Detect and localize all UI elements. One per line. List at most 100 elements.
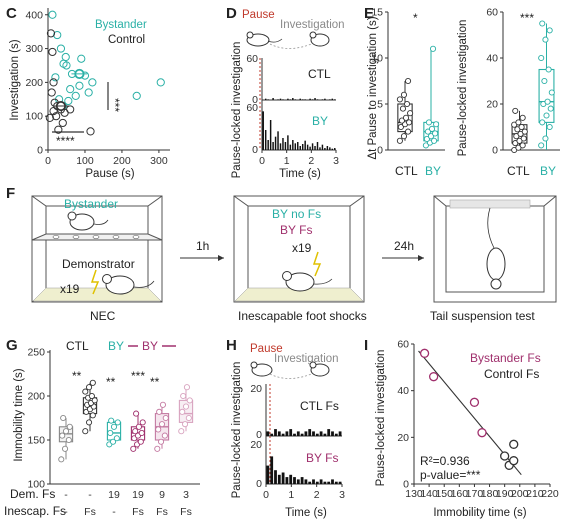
i-xtick-label: 180: [481, 488, 499, 500]
g-row2-cell-3: Fs: [132, 506, 144, 518]
d-bar-by-0: [262, 111, 264, 150]
g-boxes-3-point-5: [138, 429, 145, 437]
d-bar-by-3: [269, 120, 272, 150]
h-title-investigation: Investigation: [274, 353, 339, 365]
h-x-ticks: 0 1 2 3: [263, 484, 345, 501]
f-shock-bolt-icon-1: [90, 269, 100, 295]
e-right-group-ctl: CTL: [507, 164, 530, 178]
c-x-label: Pause (s): [85, 168, 134, 180]
c-point-ctl-0: [46, 29, 56, 38]
c-ytick-label: 200: [25, 77, 43, 89]
e-right-0-point-10: [518, 123, 525, 131]
g-row2-cell-1: Fs: [84, 506, 96, 518]
h-bar-ctl-19: [338, 431, 342, 436]
h-bar-ctl-16: [327, 429, 331, 436]
d-bar-ctl-6: [277, 99, 279, 100]
d-bar-ctl-24: [321, 99, 324, 100]
g-boxes-0-point-4: [62, 428, 70, 435]
g-row2-cell-2: -: [112, 506, 116, 518]
c-ytick-label: 300: [25, 43, 43, 55]
e-right-0-point-12: [515, 119, 522, 126]
g-boxes-1-point-12: [86, 384, 93, 391]
g-boxes-3-point-7: [135, 423, 142, 430]
h-bar-ctl-11: [308, 429, 312, 436]
d-xtick-label: 1: [284, 155, 290, 167]
d-ytick-bottom-0: 0: [252, 144, 258, 156]
g-legend-by-fs: BY: [142, 339, 158, 353]
d-bar-ctl-13: [294, 99, 297, 100]
d-bar-by-20: [311, 143, 314, 150]
g-boxes-2-point-5: [114, 419, 121, 426]
g-ytick-label: 100: [27, 479, 45, 491]
panel-d: D Pause Investigation Pause-locked inves…: [226, 5, 345, 180]
c-point-by-7: [77, 54, 86, 63]
e-right-ytick-label: 20: [486, 99, 498, 111]
c-point-ctl-8: [54, 125, 63, 134]
g-y-ticks: 100 150 200 250: [27, 347, 50, 491]
f-demonstrator-mouse-icon: [102, 274, 155, 295]
g-boxes-1-point-10: [88, 392, 95, 400]
e-right-0-point-14: [512, 107, 519, 114]
f-shock-bolt-icon-2: [312, 251, 322, 277]
i-xtick-label: 140: [420, 488, 438, 500]
panel-h: H Pause Investigation Pause-locked inves…: [226, 337, 345, 519]
g-boxes-1-point-11: [82, 388, 89, 395]
e-right-1-point-10: [545, 66, 552, 73]
h-bar-ctl-15: [323, 433, 327, 436]
h-bar-ctl-8: [296, 431, 300, 436]
d-bar-ctl-25: [324, 98, 326, 100]
e-right-1-point-1: [542, 135, 549, 142]
e-left-1-point-9: [425, 119, 433, 126]
e-right-1-point-11: [538, 54, 545, 62]
g-boxes-3-point-2: [137, 438, 144, 445]
g-y-label: Immobility time (s): [13, 368, 25, 461]
d-bar-by-24: [321, 144, 324, 150]
panel-e: E Δt Pause to investigation (s) 0 5 10 15 *…: [364, 5, 560, 178]
g-row2-cell-0: -: [64, 506, 68, 518]
c-ytick-label: 400: [25, 9, 43, 21]
h-bar-by-15: [323, 481, 327, 484]
e-right-boxes: [511, 20, 555, 154]
h-bar-by-14: [319, 479, 323, 484]
d-bar-by-25: [324, 148, 326, 150]
e-left-1-point-5: [432, 130, 439, 137]
e-right-0-point-13: [519, 114, 526, 121]
h-mouse-cartoon: [250, 361, 330, 379]
h-bar-by-9: [300, 477, 304, 484]
panel-c-letter: C: [6, 5, 17, 22]
h-bar-by-0: [266, 465, 270, 484]
g-boxes-5-point-6: [180, 392, 187, 400]
f-x19-a: x19: [60, 282, 80, 296]
h-bar-ctl-1: [270, 433, 274, 436]
i-point-by-1: [428, 372, 439, 382]
d-bar-by-15: [299, 146, 301, 150]
e-left-0-point-8: [407, 110, 414, 117]
h-bar-ctl-4: [281, 433, 285, 436]
d-bar-ctl-19: [309, 98, 311, 100]
g-row1-cell-4: 9: [159, 489, 165, 501]
g-boxes-5-point-1: [182, 421, 189, 428]
e-left-0-point-2: [405, 128, 412, 135]
e-left-0-point-11: [396, 96, 403, 103]
e-right-0-point-5: [520, 135, 527, 142]
g-sig-1: **: [72, 369, 82, 383]
d-bar-ctl-2: [267, 99, 269, 100]
i-plot: [418, 348, 522, 476]
c-y-label: Investigation (s): [9, 39, 21, 120]
i-legend-control: Control Fs: [484, 367, 539, 381]
c-point-by-15: [64, 96, 73, 106]
d-bars: [262, 98, 336, 150]
d-bar-ctl-1: [264, 98, 267, 100]
panel-c: C *** **** Bystander Control 0 100 200 300 4…: [6, 5, 170, 180]
e-right-ytick-label: 40: [486, 53, 498, 65]
e-right-0-point-2: [519, 142, 526, 149]
g-boxes-1-point-8: [91, 397, 98, 404]
g-sig-3: ***: [131, 369, 145, 383]
h-bar-ctl-7: [293, 433, 296, 436]
d-bar-by-27: [329, 147, 331, 150]
h-xtick-label: 2: [314, 489, 320, 501]
f-demonstrator-label: Demonstrator: [62, 257, 135, 271]
d-bar-by-17: [304, 140, 306, 150]
c-point-by-18: [156, 78, 165, 87]
g-boxes-4-point-2: [161, 432, 168, 439]
